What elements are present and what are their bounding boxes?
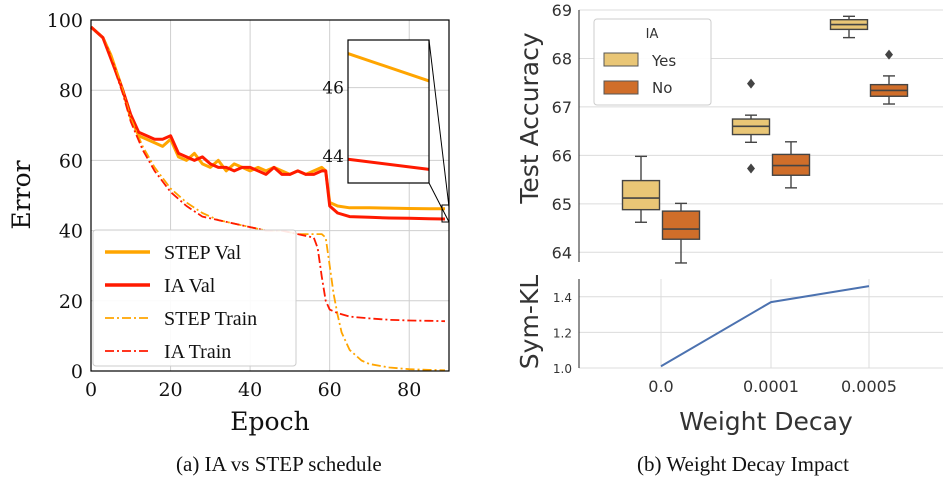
box-no-0.0 [661, 202, 701, 264]
x-tick-label: 60 [318, 379, 342, 401]
panel-b-top-y-axis-label: Test Accuracy [515, 32, 544, 205]
flier-point [885, 49, 893, 60]
panel-b-x-ticks: 0.0 0.0001 0.0005 [648, 377, 897, 396]
legend-label-step-train: STEP Train [164, 308, 257, 330]
x-tick-label: 0.0005 [841, 377, 897, 396]
box-yes-0.0001 [731, 78, 771, 174]
inset-y-tick-label: 44 [322, 147, 344, 167]
y-tick-label: 68 [552, 49, 572, 68]
panel-b-top-y-ticks: 64 65 66 67 68 69 [552, 1, 572, 262]
panel-a-x-axis-label: Epoch [230, 407, 309, 436]
panel-a-frame [90, 19, 450, 372]
y-tick-label: 64 [552, 243, 572, 262]
y-tick-label: 67 [552, 98, 572, 117]
box-iqr [621, 179, 661, 211]
y-tick-label: 0 [71, 361, 83, 383]
y-tick-label: 80 [59, 80, 83, 102]
y-tick-label: 65 [552, 195, 572, 214]
legend-swatch-yes [603, 52, 639, 67]
legend-label-no: No [652, 79, 672, 97]
inset-zoom-region [441, 204, 450, 223]
y-tick-label: 20 [59, 291, 83, 313]
x-tick-label: 20 [158, 379, 182, 401]
y-tick-label: 100 [47, 10, 83, 32]
inset-connector-top [428, 39, 450, 208]
inset-y-tick-label: 46 [322, 79, 344, 99]
x-tick-label: 40 [238, 379, 262, 401]
box-yes-0.0 [621, 155, 661, 223]
panel-a-x-ticks: 0 20 40 60 80 [85, 379, 421, 401]
panel-a-y-ticks: 0 20 40 60 80 100 [47, 10, 83, 383]
panel-b-boxes [621, 15, 909, 264]
x-tick-label: 0 [85, 379, 97, 401]
x-tick-label: 0.0001 [743, 377, 799, 396]
x-tick-label: 80 [397, 379, 421, 401]
panel-b-sym-kl-line [660, 285, 870, 368]
inset-y-ticks: 44 46 [322, 79, 344, 167]
inset-frame [347, 39, 430, 184]
legend-label-ia-train: IA Train [164, 341, 231, 363]
inset-line-ia-val [347, 157, 430, 171]
legend-swatch-no [603, 80, 639, 95]
panel-a-y-axis-label: Error [7, 160, 36, 229]
inset-series [347, 52, 430, 171]
series-line-ia-val [90, 25, 446, 221]
y-tick-label: 60 [59, 150, 83, 172]
panel-b-x-axis-label: Weight Decay [679, 407, 853, 436]
flier-point [747, 78, 755, 89]
sym-kl-series-line [660, 285, 870, 368]
y-tick-label: 40 [59, 221, 83, 243]
panel-b-legend: IA Yes No [593, 18, 712, 106]
caption-b: (b) Weight Decay Impact [637, 452, 849, 476]
legend-box [92, 229, 297, 367]
legend-title: IA [646, 27, 659, 42]
box-no-0.0001 [771, 141, 811, 189]
y-tick-label: 69 [552, 1, 572, 20]
panel-b-weight-decay-chart: 64 65 66 67 68 69 1.0 1.2 1.4 0.0 0.0001 0.0005 W… [515, 1, 943, 436]
inset-line-step-val [347, 52, 430, 83]
panel-a-legend: STEP Val IA Val STEP Train IA Train [92, 229, 297, 367]
y-tick-label: 1.2 [553, 326, 572, 340]
caption-a: (a) IA vs STEP schedule [176, 452, 382, 476]
panel-b-bottom-y-ticks: 1.0 1.2 1.4 [553, 291, 572, 376]
inset-background [348, 40, 429, 183]
inset-connector-bottom [428, 182, 450, 223]
series-line-ia-train [90, 26, 446, 323]
y-tick-label: 1.0 [553, 362, 572, 376]
y-tick-label: 1.4 [553, 291, 572, 305]
x-tick-label: 0.0 [648, 377, 673, 396]
panel-b-bottom-grid [579, 279, 943, 369]
flier-point [747, 163, 755, 174]
legend-label-step-val: STEP Val [164, 242, 242, 264]
series-line-step-val [90, 25, 445, 211]
panel-a-inset: 44 46 [322, 39, 450, 223]
box-iqr [661, 210, 701, 240]
legend-label-yes: Yes [651, 52, 676, 70]
legend-label-ia-val: IA Val [164, 275, 216, 297]
box-no-0.0005 [869, 49, 909, 105]
y-tick-label: 66 [552, 146, 572, 165]
box-yes-0.0005 [829, 15, 869, 39]
panel-b-bottom-y-axis-label: Sym-KL [515, 275, 544, 369]
